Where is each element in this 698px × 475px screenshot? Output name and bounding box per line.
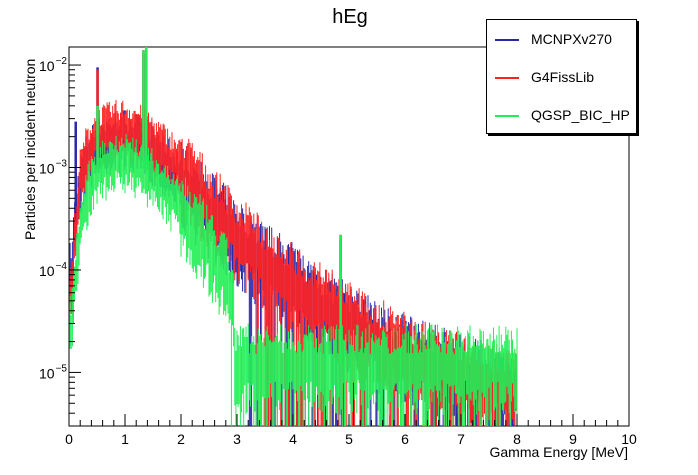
legend-item-mcnpx: MCNPXv270 <box>487 30 636 50</box>
legend-item-qgsp: QGSP_BIC_HP <box>487 106 636 126</box>
y-axis-label: Particles per incident neutron <box>22 58 38 240</box>
x-tick-label-6: 6 <box>401 431 409 447</box>
x-tick-label-9: 9 <box>569 431 577 447</box>
x-axis-label: Gamma Energy [MeV] <box>489 444 629 460</box>
axis-layer: 0 1 2 3 4 5 6 7 8 9 10 10−5 10−4 10−3 10−2 <box>39 56 637 447</box>
y-tick-label-2: 10−3 <box>39 159 67 177</box>
y-tick-label-0: 10−5 <box>39 363 67 381</box>
series-layer <box>69 47 518 426</box>
x-tick-label-8: 8 <box>513 431 521 447</box>
x-tick-label-5: 5 <box>345 431 353 447</box>
legend-line-g4fisslib <box>495 77 519 79</box>
x-tick-label-7: 7 <box>457 431 465 447</box>
chart-title: hEg <box>332 6 368 28</box>
x-tick-label-10: 10 <box>621 431 637 447</box>
x-tick-label-1: 1 <box>121 431 129 447</box>
y-tick-label-1: 10−4 <box>39 261 67 279</box>
x-tick-label-3: 3 <box>233 431 241 447</box>
legend-label-qgsp: QGSP_BIC_HP <box>531 107 630 123</box>
legend-item-g4fisslib: G4FissLib <box>487 68 636 88</box>
legend-line-qgsp <box>495 115 519 117</box>
legend-line-mcnpx <box>495 39 519 41</box>
series-2 <box>69 47 518 426</box>
legend: MCNPXv270 G4FissLib QGSP_BIC_HP <box>486 19 637 134</box>
legend-label-mcnpx: MCNPXv270 <box>531 31 612 47</box>
x-tick-label-4: 4 <box>289 431 297 447</box>
x-tick-label-2: 2 <box>177 431 185 447</box>
series-bars-2 <box>69 134 518 426</box>
legend-label-g4fisslib: G4FissLib <box>531 69 595 85</box>
y-tick-label-3: 10−2 <box>39 56 67 74</box>
x-tick-label-0: 0 <box>65 431 73 447</box>
